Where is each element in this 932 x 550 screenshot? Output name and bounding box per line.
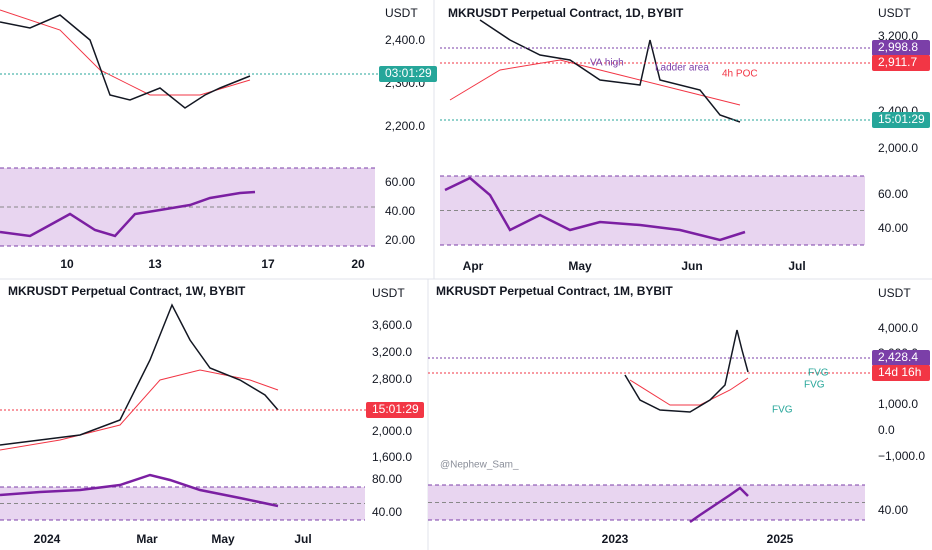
price-line [0,303,279,446]
price-tag-label: 2,998.8 [878,40,918,54]
price-tag-label: 2,428.4 [878,350,918,364]
ma-line [629,377,749,406]
annotation: FVG [772,405,793,416]
time-label: 2024 [34,532,61,546]
price-label: 3,200.0 [878,29,918,43]
time-label: 2025 [767,532,794,546]
price-tag [872,365,930,381]
currency: USDT [878,286,911,300]
price-tag [872,55,930,71]
time-label: Jul [788,259,805,273]
currency: USDT [878,6,911,20]
time-label: 20 [351,257,365,271]
price-label: 1,600.0 [372,450,412,464]
time-label: Apr [463,259,484,273]
price-label: 2,800.0 [372,372,412,386]
rsi-label: 80.00 [372,472,402,486]
panels: USDT2,400.02,300.02,200.003:01:2960.0040… [0,6,930,546]
price-tag-label: 14d 16h [878,365,921,379]
time-label: May [568,259,592,273]
time-label: 17 [261,257,275,271]
ma-line [0,369,279,451]
price-label: 3,200.0 [372,345,412,359]
time-label: 2023 [602,532,629,546]
rsi-background [0,168,375,246]
rsi-label: 20.00 [385,233,415,247]
rsi-label: 40.00 [878,221,908,235]
annotation: FVG [808,368,829,379]
watermark: @Nephew_Sam_ [440,460,519,471]
rsi-line [444,176,746,242]
price-label: 2,400.0 [385,33,425,47]
rsi-label: 40.00 [385,204,415,218]
panel-title: MKRUSDT Perpetual Contract, 1M, BYBIT [436,284,673,298]
price-label: 4,000.0 [878,321,918,335]
price-label: 1,000.0 [878,397,918,411]
price-tag-label: 15:01:29 [878,112,925,126]
currency: USDT [372,286,405,300]
price-tag [872,40,930,56]
rsi-line [689,486,749,524]
panel-title: MKRUSDT Perpetual Contract, 1W, BYBIT [8,284,246,298]
annotation: 4h POC [722,69,758,80]
price-tag-label: 2,911.7 [878,55,917,69]
time-label: Jun [681,259,702,273]
currency: USDT [385,6,418,20]
panel-title: MKRUSDT Perpetual Contract, 1D, BYBIT [448,6,684,20]
rsi-label: 40.00 [878,503,908,517]
rsi-label: 40.00 [372,505,402,519]
price-tag [366,402,424,418]
annotation: VA high [590,58,624,69]
annotation: FVG [804,380,825,391]
price-tag-label: 15:01:29 [372,402,419,416]
annotation: Ladder area [655,63,709,74]
price-label: 2,200.0 [385,119,425,133]
price-label: −1,000.0 [878,449,925,463]
price-label: 3,600.0 [372,318,412,332]
price-tag [872,112,930,128]
rsi-label: 60.00 [878,187,908,201]
time-label: May [211,532,235,546]
price-label: 2,000.0 [878,141,918,155]
rsi-label: 60.00 [385,175,415,189]
rsi-line [0,190,256,238]
rsi-line [0,473,279,508]
price-line [624,329,749,413]
price-line [0,14,251,109]
price-tag [872,350,930,366]
price-tag [379,66,437,82]
price-label: 0.0 [878,423,895,437]
time-label: Mar [136,532,158,546]
price-label: 2,000.0 [372,424,412,438]
time-label: 13 [148,257,162,271]
time-label: Jul [294,532,311,546]
price-tag-label: 03:01:29 [385,66,432,80]
time-label: 10 [60,257,74,271]
ma-line [0,9,251,96]
ma-line [449,59,741,106]
price-line [479,19,741,123]
